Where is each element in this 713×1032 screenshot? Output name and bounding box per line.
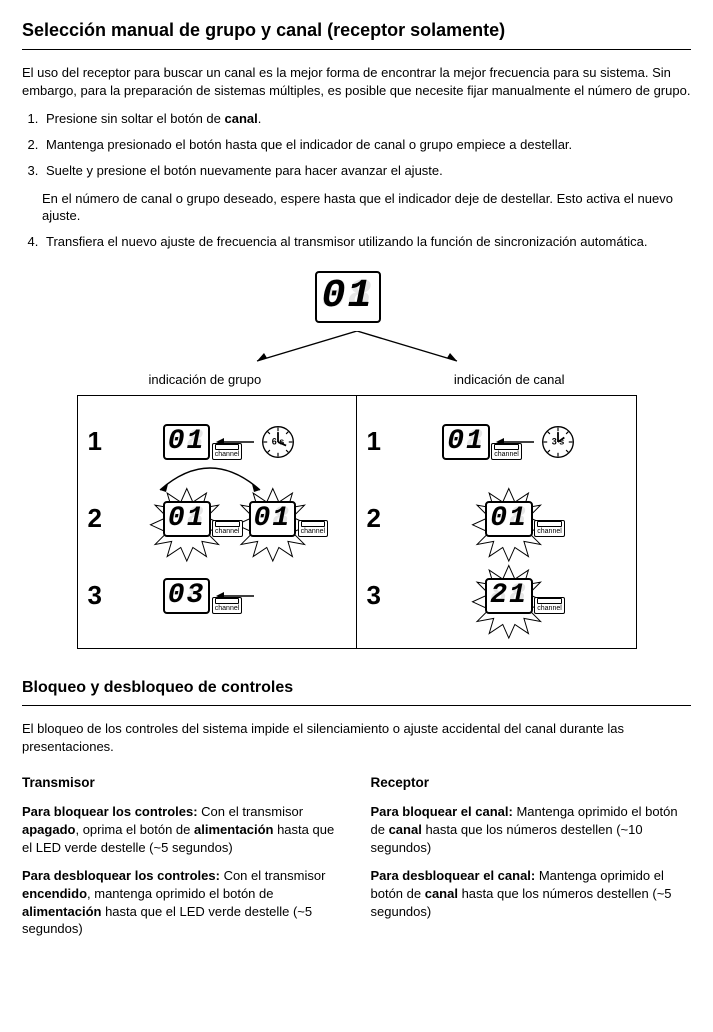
text: , mantenga oprimido el botón de	[87, 886, 273, 901]
col-grupo: 1 88 01 channel	[78, 396, 357, 648]
channel-label: channel	[491, 443, 522, 460]
row-2: 2 88 01 channel	[88, 480, 346, 558]
channel-label: channel	[212, 520, 243, 537]
col-receptor: Receptor Para bloquear el canal: Manteng…	[371, 774, 692, 948]
clock-icon: 6 s	[260, 424, 296, 460]
display-value: 03	[168, 582, 206, 610]
page-title-1: Selección manual de grupo y canal (recep…	[22, 18, 691, 43]
svg-text:6 s: 6 s	[272, 437, 285, 447]
row-num: 2	[88, 501, 114, 537]
text-bold: apagado	[22, 822, 75, 837]
display-value: 01	[447, 428, 485, 456]
text: Con el transmisor	[198, 804, 303, 819]
row-3: 3 88 21 channel	[367, 562, 626, 630]
indicator-labels: indicación de grupo indicación de canal	[77, 371, 637, 395]
split-arrows	[207, 331, 507, 369]
divider	[22, 49, 691, 50]
text-bold: alimentación	[194, 822, 273, 837]
text-bold: Para bloquear el canal:	[371, 804, 513, 819]
rx-lock: Para bloquear el canal: Mantenga oprimid…	[371, 803, 692, 857]
label-right: indicación de canal	[454, 371, 565, 389]
text: Presione sin soltar el botón de	[46, 111, 225, 126]
channel-label: channel	[298, 520, 329, 537]
display-value: 01	[168, 428, 206, 456]
curve-arrow-icon	[150, 458, 270, 494]
text-bold: encendido	[22, 886, 87, 901]
col-canal: 1 88 01 channel	[357, 396, 636, 648]
step-4: Transfiera el nuevo ajuste de frecuencia…	[42, 233, 691, 251]
steps-list-cont: Transfiera el nuevo ajuste de frecuencia…	[22, 233, 691, 251]
page-title-2: Bloqueo y desbloqueo de controles	[22, 677, 691, 699]
display-value: 01	[254, 505, 292, 533]
top-display: 88 01	[315, 271, 399, 323]
steps-list: Presione sin soltar el botón de canal. M…	[22, 110, 691, 180]
row-1: 1 88 01 channel	[367, 408, 626, 476]
svg-text:3 s: 3 s	[552, 437, 565, 447]
text-bold: alimentación	[22, 904, 101, 919]
row-2: 2 88 01 channel	[367, 480, 626, 558]
tx-unlock: Para desbloquear los controles: Con el t…	[22, 867, 343, 939]
text: .	[258, 111, 262, 126]
channel-label: channel	[212, 597, 243, 614]
divider	[22, 705, 691, 706]
step-3: Suelte y presione el botón nuevamente pa…	[42, 162, 691, 180]
step-1: Presione sin soltar el botón de canal.	[42, 110, 691, 128]
step-3-note: En el número de canal o grupo deseado, e…	[42, 190, 691, 226]
row-num: 1	[88, 424, 114, 460]
lock-columns: Transmisor Para bloquear los controles: …	[22, 774, 691, 948]
text: , oprima el botón de	[75, 822, 194, 837]
display-value: 01	[322, 277, 374, 317]
text: Con el trans­misor	[220, 868, 325, 883]
text-bold: canal	[389, 822, 422, 837]
tx-lock: Para bloquear los controles: Con el tran…	[22, 803, 343, 857]
display-value: 01	[168, 505, 206, 533]
text-bold: Para bloquear los controles:	[22, 804, 198, 819]
row-num: 3	[367, 578, 393, 614]
row-num: 1	[367, 424, 393, 460]
diagram: 88 01 indicación de grupo indicación de …	[77, 271, 637, 649]
row-num: 3	[88, 578, 114, 614]
diagram-grid: 1 88 01 channel	[77, 395, 637, 649]
channel-label: channel	[534, 597, 565, 614]
display-value: 01	[490, 505, 528, 533]
intro-paragraph: El uso del receptor para buscar un canal…	[22, 64, 691, 100]
row-3: 3 88 03 channel	[88, 562, 346, 630]
text-bold: Para desbloquear los controles:	[22, 868, 220, 883]
rx-unlock: Para desbloquear el canal: Mantenga opri…	[371, 867, 692, 921]
subheading: Receptor	[371, 774, 692, 793]
label-left: indicación de grupo	[149, 371, 262, 389]
text-bold: canal	[425, 886, 458, 901]
text-bold: canal	[225, 111, 258, 126]
text-bold: Para desbloquear el canal:	[371, 868, 536, 883]
clock-icon: 3 s	[540, 424, 576, 460]
display-value: 21	[490, 582, 528, 610]
lock-intro: El bloqueo de los controles del sistema …	[22, 720, 691, 756]
row-num: 2	[367, 501, 393, 537]
channel-label: channel	[534, 520, 565, 537]
step-2: Mantenga presionado el botón hasta que e…	[42, 136, 691, 154]
subheading: Transmisor	[22, 774, 343, 793]
col-transmisor: Transmisor Para bloquear los controles: …	[22, 774, 343, 948]
